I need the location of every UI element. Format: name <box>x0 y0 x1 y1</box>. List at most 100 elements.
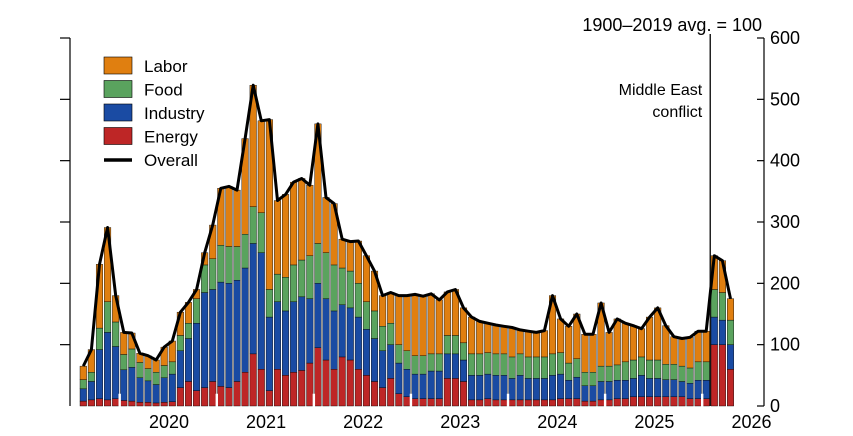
bar-food <box>508 356 516 379</box>
bar-energy <box>403 396 411 407</box>
bar-food <box>484 352 492 375</box>
bar-industry <box>694 380 702 399</box>
bar-energy <box>492 399 500 407</box>
bar-food <box>710 289 718 318</box>
bar-industry <box>290 301 298 373</box>
bar-food <box>411 355 419 375</box>
bar-energy <box>549 399 557 407</box>
bar-energy <box>249 353 257 407</box>
bar-food <box>419 355 427 375</box>
bar-industry <box>209 289 217 382</box>
bar-energy <box>727 369 735 407</box>
y-tick-label: 400 <box>770 151 800 171</box>
bar-food <box>354 283 362 318</box>
bar-industry <box>322 298 330 361</box>
bar-industry <box>217 281 225 387</box>
bar-industry <box>168 373 176 402</box>
bar-energy <box>314 347 322 407</box>
bar-food <box>638 356 646 376</box>
x-tick-label: 2025 <box>634 412 674 432</box>
bar-food <box>306 255 314 299</box>
bar-food <box>371 310 379 339</box>
bar-food <box>629 359 637 379</box>
year-separator <box>603 393 607 408</box>
year-separator <box>118 393 121 408</box>
bar-labor <box>152 359 160 373</box>
bar-energy <box>427 398 435 407</box>
bar-energy <box>306 362 314 407</box>
bar-food <box>241 234 249 269</box>
bar-energy <box>87 399 95 407</box>
bar-food <box>589 372 597 386</box>
bar-industry <box>152 384 160 404</box>
bar-food <box>87 372 95 382</box>
bar-energy <box>516 399 524 407</box>
bar-energy <box>241 372 249 407</box>
bar-industry <box>678 381 686 398</box>
bar-energy <box>225 387 233 407</box>
bar-labor <box>629 325 637 361</box>
bar-food <box>128 348 136 368</box>
bar-labor <box>282 194 290 278</box>
bar-energy <box>573 398 581 407</box>
bar-food <box>362 301 370 330</box>
bar-industry <box>233 280 241 382</box>
bar-energy <box>468 399 476 407</box>
bar-food <box>605 365 613 382</box>
bar-food <box>387 323 395 345</box>
bar-food <box>621 361 629 381</box>
bar-industry <box>193 323 201 391</box>
bar-industry <box>443 353 451 379</box>
bar-food <box>298 259 306 298</box>
bar-industry <box>565 380 573 399</box>
bar-labor <box>338 238 346 269</box>
bar-food <box>460 342 468 361</box>
bar-food <box>573 358 581 378</box>
legend-label-overall: Overall <box>144 151 198 170</box>
bar-energy <box>346 359 354 407</box>
bar-industry <box>524 378 532 401</box>
bar-labor <box>581 334 589 373</box>
bar-industry <box>435 370 443 399</box>
bar-energy <box>581 400 589 407</box>
bar-energy <box>694 398 702 407</box>
year-separator <box>215 393 218 408</box>
legend-swatch-industry <box>103 103 133 122</box>
bar-food <box>670 364 678 380</box>
bar-industry <box>403 369 411 398</box>
bar-labor <box>379 295 387 327</box>
bar-industry <box>330 310 338 370</box>
bar-energy <box>322 359 330 407</box>
bar-energy <box>152 402 160 407</box>
y-axis: 0 100 200 300 400 500 600 <box>60 28 800 416</box>
bar-energy <box>476 399 484 407</box>
bar-labor <box>476 321 484 355</box>
bar-industry <box>597 381 605 401</box>
bar-food <box>322 252 330 299</box>
bar-labor <box>484 323 492 353</box>
bar-food <box>282 277 290 312</box>
bar-energy <box>435 398 443 407</box>
bar-food <box>233 246 241 281</box>
bar-industry <box>104 332 112 401</box>
bar-industry <box>362 329 370 376</box>
bar-energy <box>654 396 662 407</box>
bar-food <box>727 319 735 345</box>
bar-energy <box>395 393 403 407</box>
bar-food <box>654 359 662 379</box>
bar-food <box>613 364 621 381</box>
bar-energy <box>646 396 654 407</box>
bar-food <box>136 362 144 378</box>
year-separator <box>506 393 510 408</box>
x-tick-label: 2020 <box>149 412 189 432</box>
bar-food <box>330 264 338 312</box>
legend-label-food: Food <box>144 81 183 100</box>
bar-industry <box>265 316 273 391</box>
bar-energy <box>500 399 508 407</box>
bar-food <box>646 359 654 379</box>
bar-industry <box>79 388 87 402</box>
bar-industry <box>176 350 184 388</box>
bar-food <box>718 292 726 321</box>
bar-industry <box>557 373 565 399</box>
bar-labor <box>565 326 573 364</box>
